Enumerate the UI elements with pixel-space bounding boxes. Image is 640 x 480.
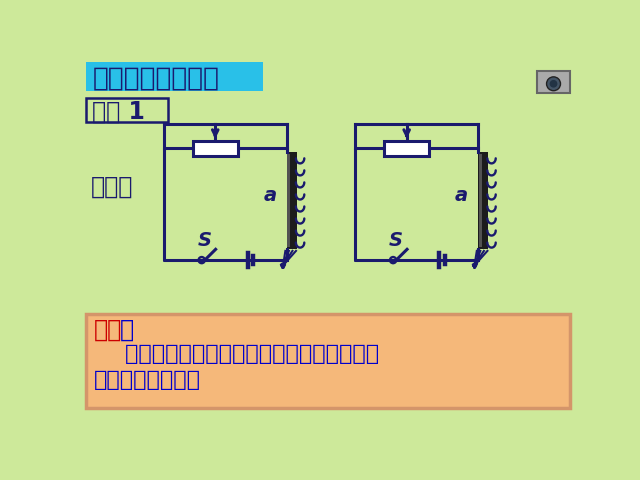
Text: ：: ： (120, 317, 134, 341)
Text: S: S (198, 230, 212, 250)
Text: S: S (389, 230, 403, 250)
Bar (479, 154, 482, 247)
Bar (287, 152, 296, 249)
Text: a: a (455, 186, 468, 205)
Text: a: a (263, 186, 276, 205)
Text: 结论: 结论 (94, 317, 122, 341)
Text: 在匠数和铁芯一定时，通入的电流越大，电: 在匠数和铁芯一定时，通入的电流越大，电 (94, 344, 379, 364)
Bar (287, 154, 291, 247)
Bar (478, 152, 488, 249)
Bar (86, 314, 570, 408)
Text: 现象：: 现象： (91, 175, 133, 199)
Circle shape (550, 80, 557, 88)
Bar (193, 141, 237, 156)
Bar (86, 97, 168, 122)
Bar (86, 62, 263, 91)
Text: 二、电磁铁的磁性: 二、电磁铁的磁性 (92, 65, 220, 91)
Text: 磁铁的磁性越强。: 磁铁的磁性越强。 (94, 370, 201, 390)
Bar (537, 72, 570, 93)
Circle shape (547, 77, 561, 91)
Bar (384, 141, 429, 156)
Text: 演示 1: 演示 1 (92, 99, 145, 123)
